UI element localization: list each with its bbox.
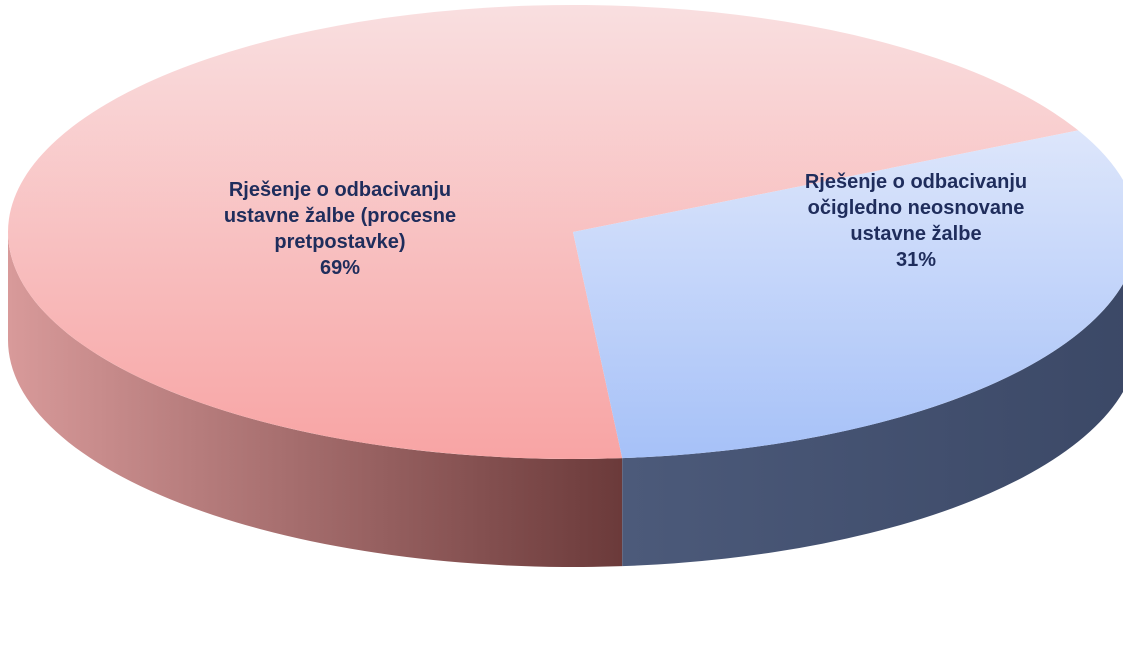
pie-slice-side-1: [622, 283, 1123, 567]
slice-label-line-1-1: očigledno neosnovane: [808, 197, 1025, 219]
slice-label-line-1-0: Rješenje o odbacivanju: [805, 171, 1027, 193]
slice-label-line-0-2: pretpostavke): [274, 231, 405, 253]
slice-label-line-0-1: ustavne žalbe (procesne: [224, 205, 456, 227]
slice-percent-0: 69%: [320, 257, 360, 279]
pie-slice-1: [573, 130, 1123, 459]
pie-slice-labels: Rješenje o odbacivanju ustavne žalbe (pro…: [224, 171, 1027, 279]
slice-label-0: Rješenje o odbacivanju ustavne žalbe (pro…: [224, 179, 456, 279]
pie-slice-0: [8, 5, 1079, 460]
slice-label-1: Rješenje o odbacivanju očigledno neosnova…: [805, 171, 1027, 271]
pie-side-walls: [8, 232, 1123, 568]
slice-label-line-1-2: ustavne žalbe: [850, 223, 981, 245]
slice-label-line-0-0: Rješenje o odbacivanju: [229, 179, 451, 201]
pie-slice-side-0: [8, 232, 623, 568]
pie-top-faces: [8, 5, 1123, 460]
slice-percent-1: 31%: [896, 249, 936, 271]
